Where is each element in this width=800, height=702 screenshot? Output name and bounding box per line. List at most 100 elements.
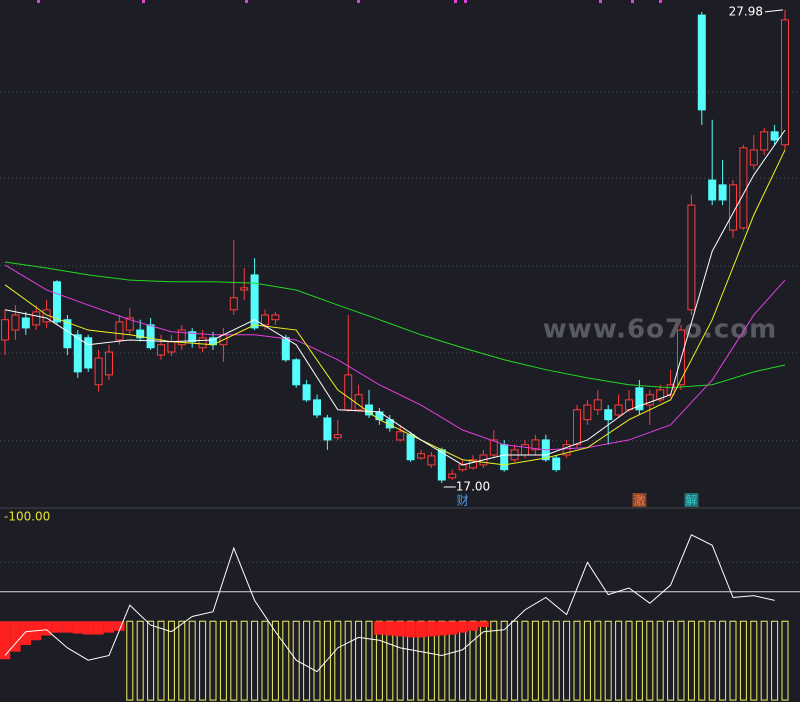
signal-dot bbox=[357, 0, 360, 3]
indicator-bar bbox=[62, 621, 73, 633]
candle-body bbox=[105, 351, 113, 376]
indicator-bar bbox=[677, 620, 685, 701]
annotation-label: 27.98 bbox=[729, 4, 763, 18]
candle-body bbox=[729, 184, 737, 231]
candle-body bbox=[500, 444, 509, 471]
indicator-bar bbox=[147, 620, 155, 701]
event-label: 解 bbox=[685, 494, 697, 508]
indicator-bar bbox=[729, 620, 737, 701]
indicator-bar bbox=[334, 620, 342, 701]
candle-body bbox=[739, 147, 748, 229]
candle-body bbox=[313, 399, 321, 416]
moving-average-line bbox=[4, 261, 786, 389]
candle-body bbox=[583, 404, 592, 421]
candle-body bbox=[593, 399, 602, 411]
indicator-bar bbox=[167, 620, 175, 701]
indicator-bar bbox=[384, 621, 395, 636]
candle-body bbox=[281, 337, 290, 361]
indicator-bar bbox=[41, 621, 52, 636]
indicator-bar bbox=[542, 620, 550, 701]
indicator-bar bbox=[625, 620, 633, 701]
candle-body bbox=[323, 417, 332, 441]
moving-average-line bbox=[4, 129, 786, 466]
indicator-bar bbox=[447, 621, 458, 635]
indicator-bar bbox=[552, 620, 560, 701]
indicator-bar bbox=[93, 621, 104, 635]
indicator-bar bbox=[114, 621, 125, 631]
candle-body bbox=[261, 314, 269, 326]
top-signals bbox=[37, 0, 662, 3]
indicator-bar bbox=[405, 621, 416, 638]
indicator-bar bbox=[563, 620, 571, 701]
candle-body bbox=[11, 314, 20, 331]
moving-average-line bbox=[4, 264, 786, 451]
candle-body bbox=[21, 317, 30, 329]
indicator-bar bbox=[199, 620, 207, 701]
indicator-bar bbox=[511, 620, 519, 701]
indicator-bar bbox=[521, 620, 529, 701]
indicator-bar bbox=[594, 620, 602, 701]
candle-body bbox=[250, 274, 259, 329]
candle-body bbox=[271, 314, 280, 321]
candle-body bbox=[614, 404, 623, 416]
candle-body bbox=[1, 319, 9, 341]
indicator-bar bbox=[531, 620, 539, 701]
candle-body bbox=[333, 434, 342, 439]
indicator-bar bbox=[323, 620, 331, 701]
indicator-bar bbox=[500, 620, 508, 701]
candle-body bbox=[573, 409, 581, 446]
indicator-bar bbox=[178, 620, 186, 701]
indicator-bar bbox=[303, 620, 311, 701]
oscillator-line bbox=[4, 534, 775, 673]
candle-body bbox=[448, 473, 457, 479]
candle-body bbox=[385, 419, 394, 429]
indicator-bar bbox=[313, 620, 321, 701]
indicator-bar bbox=[126, 620, 134, 701]
signal-dot bbox=[464, 0, 467, 3]
indicator-bar bbox=[136, 620, 144, 701]
signal-dot bbox=[142, 0, 145, 3]
indicator-bar bbox=[374, 621, 385, 635]
indicator-bar bbox=[781, 620, 789, 701]
candle-body bbox=[718, 184, 727, 201]
indicator-bar bbox=[282, 620, 290, 701]
candle-body bbox=[73, 334, 82, 373]
indicator-bar bbox=[604, 620, 612, 701]
candle-body bbox=[458, 464, 467, 471]
candle-body bbox=[552, 457, 561, 471]
indicator-bar bbox=[10, 621, 21, 652]
indicator-bar bbox=[415, 621, 427, 638]
indicator-bar bbox=[687, 620, 695, 701]
candle-body bbox=[115, 321, 124, 341]
candle-body bbox=[177, 329, 186, 346]
indicator-bar bbox=[20, 621, 31, 645]
indicator-bar bbox=[739, 620, 747, 701]
signal-dot bbox=[245, 0, 248, 3]
candle-body bbox=[489, 439, 498, 456]
candle-body bbox=[94, 357, 103, 386]
annotation-arrow bbox=[764, 9, 784, 13]
candle-body bbox=[760, 131, 769, 151]
candle-body bbox=[770, 131, 779, 141]
indicator-bar bbox=[188, 620, 196, 701]
indicator-bar bbox=[490, 620, 498, 701]
candle-body bbox=[656, 389, 665, 401]
candle-body bbox=[521, 444, 529, 456]
indicator-bar bbox=[219, 620, 227, 701]
indicator-bar bbox=[271, 620, 279, 701]
candle-body bbox=[406, 434, 415, 461]
indicator-bar bbox=[573, 620, 581, 701]
indicator-bar bbox=[708, 620, 716, 701]
indicator-bar bbox=[719, 620, 727, 701]
signal-dot bbox=[659, 0, 662, 3]
indicator-bar bbox=[467, 621, 479, 631]
indicator-bar bbox=[426, 621, 437, 637]
indicator-bar bbox=[240, 620, 248, 701]
indicator-bar bbox=[667, 620, 675, 701]
candle-body bbox=[188, 331, 197, 343]
indicator-bar bbox=[750, 620, 758, 701]
event-label: 财 bbox=[457, 494, 469, 508]
indicator-bar bbox=[72, 621, 83, 634]
